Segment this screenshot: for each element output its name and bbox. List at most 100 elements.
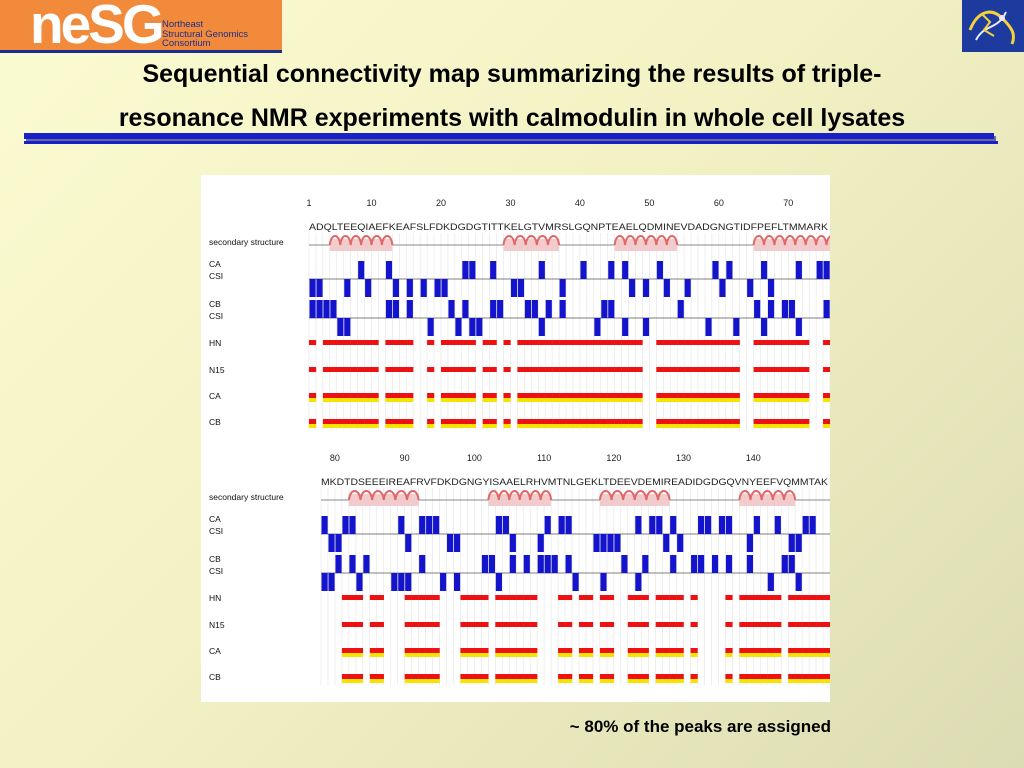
hn-assigned-bar: [578, 595, 587, 600]
ca-partial-bar: [329, 398, 337, 402]
ca-partial-bar: [454, 398, 463, 402]
cb-csi-bar: [781, 300, 789, 318]
cb-assigned-bar: [711, 419, 720, 424]
ca-csi-bar: [816, 261, 823, 279]
hn-assigned-bar: [774, 595, 782, 600]
title-divider: [24, 133, 994, 139]
hn-assigned-bar: [732, 340, 740, 345]
cb-csi-bar: [698, 555, 705, 573]
cb-assigned-bar: [468, 419, 476, 424]
cb-assigned-bar: [690, 674, 698, 679]
ca-assigned-bar: [447, 393, 456, 398]
cb-assigned-bar: [348, 674, 357, 679]
cb-assigned-bar: [578, 674, 587, 679]
n15-assigned-bar: [495, 622, 503, 627]
cb-partial-bar: [725, 679, 733, 683]
hn-assigned-bar: [418, 595, 426, 600]
n15-assigned-bar: [309, 367, 317, 372]
hn-assigned-bar: [309, 340, 317, 345]
ca-csi-bar: [510, 279, 518, 297]
cb-assigned-bar: [795, 674, 803, 679]
hn-assigned-bar: [566, 340, 574, 345]
n15-assigned-bar: [399, 367, 407, 372]
ca-partial-bar: [399, 398, 407, 402]
hn-assigned-bar: [392, 340, 400, 345]
cb-partial-bar: [392, 424, 400, 428]
ca-assigned-bar: [348, 648, 357, 653]
cb-partial-bar: [809, 679, 817, 683]
ca-assigned-bar: [579, 393, 588, 398]
n15-assigned-bar: [341, 622, 350, 627]
n15-assigned-bar: [614, 367, 622, 372]
cb-partial-bar: [802, 679, 810, 683]
ca-assigned-bar: [524, 393, 532, 398]
ca-assigned-bar: [418, 648, 426, 653]
ca-csi-bar: [365, 279, 372, 297]
ca-assigned-bar: [635, 393, 643, 398]
ca-assigned-bar: [322, 393, 331, 398]
ca-csi-bar: [788, 534, 795, 552]
cb-partial-bar: [348, 679, 357, 683]
ca-csi-bar: [537, 534, 544, 552]
ca-partial-bar: [461, 398, 469, 402]
ca-partial-bar: [669, 653, 677, 657]
ca-csi-bar: [406, 279, 413, 297]
ca-assigned-bar: [641, 648, 649, 653]
hn-assigned-bar: [572, 340, 581, 345]
cb-assigned-bar: [579, 419, 588, 424]
cb-assigned-bar: [447, 419, 456, 424]
n15-assigned-bar: [621, 367, 629, 372]
row-label: N15: [209, 620, 225, 630]
cb-assigned-bar: [788, 674, 796, 679]
ca-partial-bar: [482, 398, 490, 402]
cb-partial-bar: [467, 679, 475, 683]
hn-assigned-bar: [774, 340, 782, 345]
cb-assigned-bar: [669, 674, 677, 679]
ca-assigned-bar: [704, 393, 713, 398]
n15-assigned-bar: [718, 367, 726, 372]
ca-assigned-bar: [404, 648, 412, 653]
ca-partial-bar: [474, 653, 482, 657]
ca-partial-bar: [309, 398, 317, 402]
cb-csi-bar: [328, 573, 335, 591]
hn-assigned-bar: [662, 595, 670, 600]
ca-assigned-bar: [725, 393, 733, 398]
ca-partial-bar: [572, 398, 581, 402]
cb-assigned-bar: [545, 419, 553, 424]
hn-assigned-bar: [656, 340, 664, 345]
cb-csi-bar: [330, 300, 337, 318]
hn-assigned-bar: [516, 595, 524, 600]
hn-assigned-bar: [670, 340, 678, 345]
ca-assigned-bar: [552, 393, 560, 398]
ca-assigned-bar: [690, 648, 698, 653]
ca-csi-bar: [509, 534, 516, 552]
cb-partial-bar: [355, 679, 364, 683]
cb-assigned-bar: [392, 419, 400, 424]
helix-coil: [487, 490, 553, 501]
ca-assigned-bar: [823, 393, 831, 398]
hn-assigned-bar: [350, 340, 358, 345]
ca-partial-bar: [725, 653, 733, 657]
row-label: CB: [209, 554, 221, 564]
cb-csi-bar: [398, 573, 405, 591]
cb-partial-bar: [474, 679, 482, 683]
n15-assigned-bar: [656, 367, 664, 372]
protein-structure-logo-icon: [962, 0, 1024, 52]
cb-csi-bar: [600, 573, 607, 591]
ca-csi-bar: [593, 534, 600, 552]
ca-partial-bar: [767, 653, 775, 657]
n15-assigned-bar: [578, 622, 587, 627]
cb-assigned-bar: [329, 419, 337, 424]
n15-assigned-bar: [467, 622, 475, 627]
ca-csi-bar: [565, 516, 572, 534]
hn-assigned-bar: [376, 595, 384, 600]
hn-assigned-bar: [538, 340, 546, 345]
cb-csi-bar: [523, 555, 530, 573]
ca-partial-bar: [774, 398, 782, 402]
n15-assigned-bar: [474, 622, 482, 627]
hn-assigned-bar: [585, 595, 594, 600]
hn-assigned-bar: [406, 340, 414, 345]
n15-assigned-bar: [336, 367, 344, 372]
ca-partial-bar: [627, 653, 635, 657]
n15-assigned-bar: [404, 622, 412, 627]
